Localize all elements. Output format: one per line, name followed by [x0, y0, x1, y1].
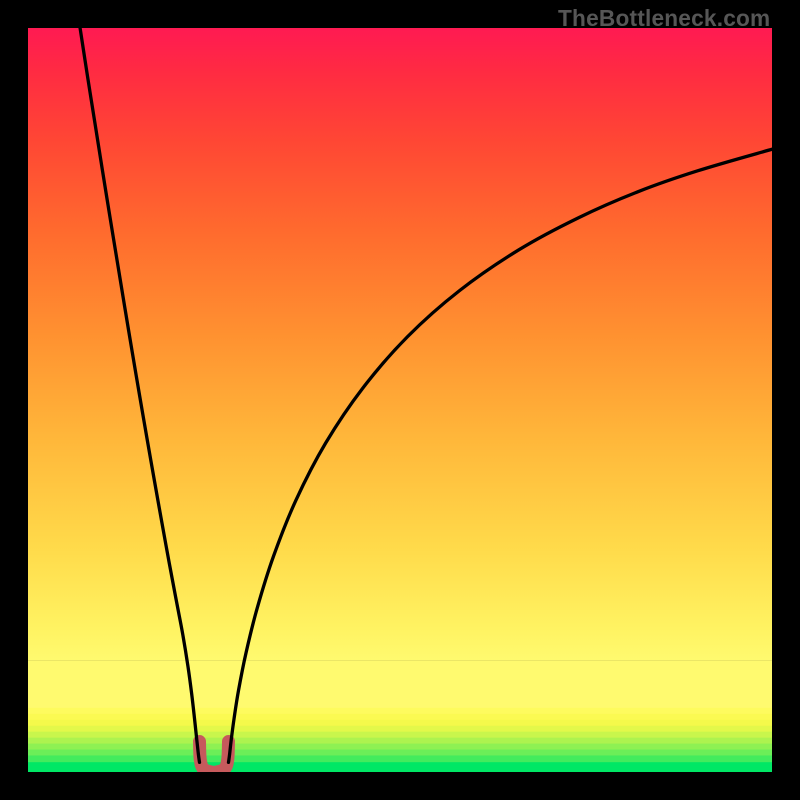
- band-4: [28, 737, 772, 744]
- band-1: [28, 755, 772, 762]
- bottleneck-chart: [28, 28, 772, 772]
- band-10: [28, 660, 772, 707]
- band-0: [28, 762, 772, 772]
- band-6: [28, 725, 772, 732]
- band-7: [28, 719, 772, 726]
- band-5: [28, 731, 772, 738]
- band-8: [28, 713, 772, 720]
- band-2: [28, 749, 772, 756]
- band-9: [28, 707, 772, 714]
- band-3: [28, 743, 772, 750]
